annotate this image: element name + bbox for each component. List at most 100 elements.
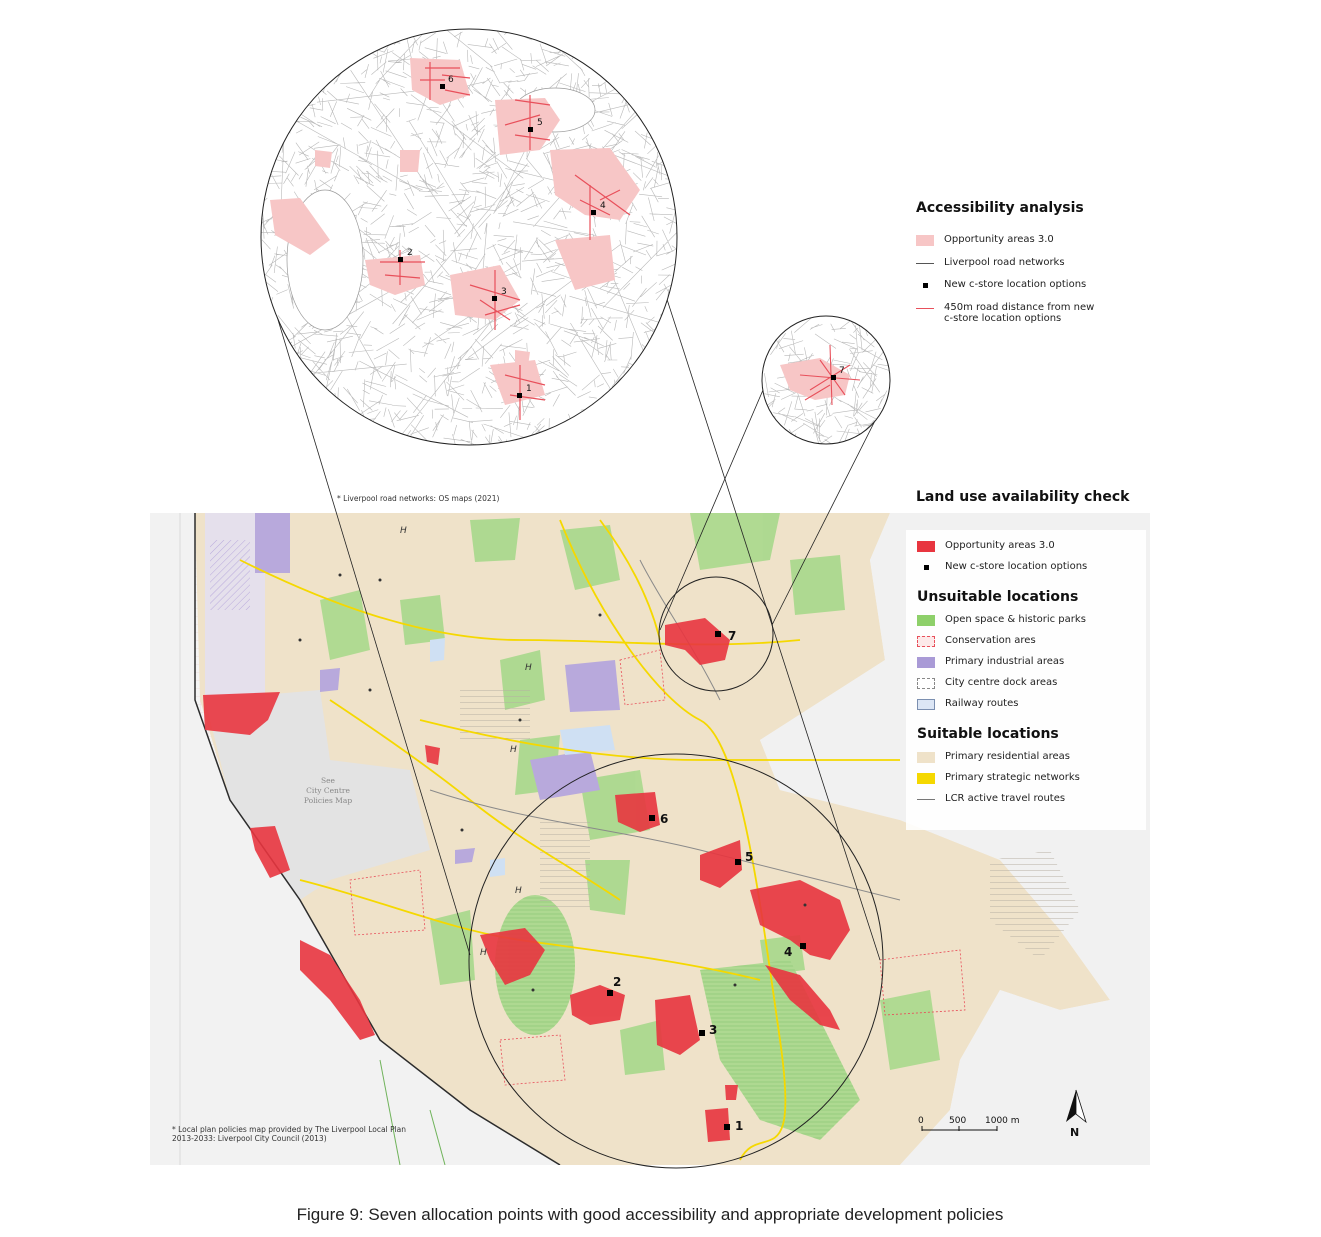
city-centre-label: See [321, 776, 336, 785]
accessibility-footnote: * Liverpool road networks: OS maps (2021… [337, 494, 500, 503]
legend-label: Liverpool road networks [944, 257, 1065, 268]
unsuitable-title: Unsuitable locations [917, 589, 1079, 605]
north-arrow-icon: N [1066, 1089, 1087, 1139]
legend-label: Opportunity areas 3.0 [944, 234, 1054, 245]
legend-item-railway: Railway routes [917, 698, 1147, 710]
swatch-purple [917, 657, 935, 668]
line-swatch-grey [917, 799, 935, 800]
legend-label: Primary residential areas [945, 751, 1070, 762]
accessibility-legend-title: Accessibility analysis [916, 200, 1084, 216]
inset-site-label-5: 5 [537, 118, 543, 128]
legend-item-open-space: Open space & historic parks [917, 614, 1147, 626]
site-label-1: 1 [735, 1119, 743, 1133]
site-label-2: 2 [613, 975, 621, 989]
inset-site-marker-3[interactable] [492, 296, 497, 301]
heritage-marker: H [525, 663, 532, 673]
swatch-yellow [917, 773, 935, 784]
swatch-pink [916, 235, 934, 246]
inset-site-label-2: 2 [407, 248, 413, 258]
swatch-light-blue [917, 699, 935, 710]
heritage-marker: H [510, 745, 517, 755]
heritage-marker: H [480, 948, 487, 958]
line-swatch-grey [916, 263, 934, 264]
legend-item-strategic-networks: Primary strategic networks [917, 772, 1147, 784]
inset-site-marker-6[interactable] [440, 84, 445, 89]
legend-label: Opportunity areas 3.0 [945, 540, 1055, 551]
scale-label: 1000 m [985, 1116, 1020, 1126]
inset-map-small: 7 [761, 315, 891, 445]
site-marker-4[interactable] [800, 943, 806, 949]
square-marker-icon [916, 280, 934, 291]
swatch-red [917, 541, 935, 552]
inset-site-label-3: 3 [501, 287, 507, 297]
site-label-4: 4 [784, 945, 792, 959]
inset-site-label-4: 4 [600, 201, 606, 211]
inset-site-marker-7[interactable] [831, 375, 836, 380]
heritage-marker: H [400, 526, 407, 536]
legend-label: Conservation ares [945, 635, 1036, 646]
line-swatch-red [916, 308, 934, 309]
legend-label: Open space & historic parks [945, 614, 1086, 625]
swatch-dashed-grey [917, 678, 935, 689]
landuse-title: Land use availability check [916, 489, 1130, 505]
swatch-dashed-red [917, 636, 935, 647]
inset-site-label-1: 1 [526, 384, 532, 394]
suitable-title: Suitable locations [917, 726, 1059, 742]
inset-site-marker-1[interactable] [517, 393, 522, 398]
legend-label: c-store location options [944, 313, 1062, 324]
legend-label: City centre dock areas [945, 677, 1058, 688]
inset-map-large: 6 5 4 2 3 1 [260, 28, 678, 446]
legend-item-store-locations: New c-store location options [916, 279, 1176, 291]
city-centre-label: City Centre [306, 786, 350, 795]
site-marker-5[interactable] [735, 859, 741, 865]
site-label-3: 3 [709, 1023, 717, 1037]
city-centre-label: Policies Map [304, 796, 352, 805]
study-area-circle-large [468, 753, 884, 1169]
inset-site-label-7: 7 [839, 366, 845, 376]
legend-item-residential: Primary residential areas [917, 751, 1147, 763]
scale-bar: 0 500 1000 m [918, 1116, 1020, 1131]
study-area-circle-small [658, 576, 774, 692]
landuse-footnote: * Local plan policies map provided by Th… [172, 1125, 406, 1143]
legend-label: LCR active travel routes [945, 793, 1066, 804]
legend-label: 450m road distance from new [944, 302, 1095, 313]
site-marker-6[interactable] [649, 815, 655, 821]
site-marker-2[interactable] [607, 990, 613, 996]
footnote-line: * Local plan policies map provided by Th… [172, 1125, 407, 1134]
inset-site-marker-5[interactable] [528, 127, 533, 132]
footnote-line: 2013-2033: Liverpool City Council (2013) [172, 1134, 327, 1143]
square-marker-icon [917, 562, 935, 573]
site-label-6: 6 [660, 812, 668, 826]
swatch-beige [917, 752, 935, 763]
site-marker-3[interactable] [699, 1030, 705, 1036]
legend-label: Railway routes [945, 698, 1019, 709]
figure-caption: Figure 9: Seven allocation points with g… [296, 1205, 1004, 1224]
legend-item-industrial: Primary industrial areas [917, 656, 1147, 668]
legend-label: Primary industrial areas [945, 656, 1065, 667]
legend-item-opportunity-areas: Opportunity areas 3.0 [916, 234, 1176, 246]
site-label-5: 5 [745, 850, 753, 864]
site-marker-1[interactable] [724, 1124, 730, 1130]
scale-label: 500 [949, 1116, 966, 1126]
legend-item-conservation: Conservation ares [917, 635, 1147, 647]
inset-site-marker-2[interactable] [398, 257, 403, 262]
legend-label: Primary strategic networks [945, 772, 1080, 783]
legend-item-road-distance: 450m road distance from new c-store loca… [916, 302, 1176, 324]
accessibility-legend: Accessibility analysis Opportunity areas… [916, 200, 1176, 324]
swatch-green [917, 615, 935, 626]
landuse-legend: Opportunity areas 3.0 New c-store locati… [917, 540, 1147, 804]
site-label-7: 7 [728, 629, 736, 643]
site-marker-7[interactable] [715, 631, 721, 637]
landuse-legend-panel [906, 530, 1146, 830]
legend-item-road-networks: Liverpool road networks [916, 257, 1176, 268]
inset-site-marker-4[interactable] [591, 210, 596, 215]
legend-item-dock-areas: City centre dock areas [917, 677, 1147, 689]
inset-site-label-6: 6 [448, 75, 454, 85]
legend-label: New c-store location options [944, 279, 1087, 290]
main-map-sites: 1 2 3 4 5 6 7 [607, 629, 806, 1133]
legend-item-travel-routes: LCR active travel routes [917, 793, 1147, 804]
legend-item-store-locations-2: New c-store location options [917, 561, 1147, 573]
heritage-marker: H [515, 886, 522, 896]
legend-label: New c-store location options [945, 561, 1088, 572]
north-label: N [1070, 1126, 1079, 1139]
